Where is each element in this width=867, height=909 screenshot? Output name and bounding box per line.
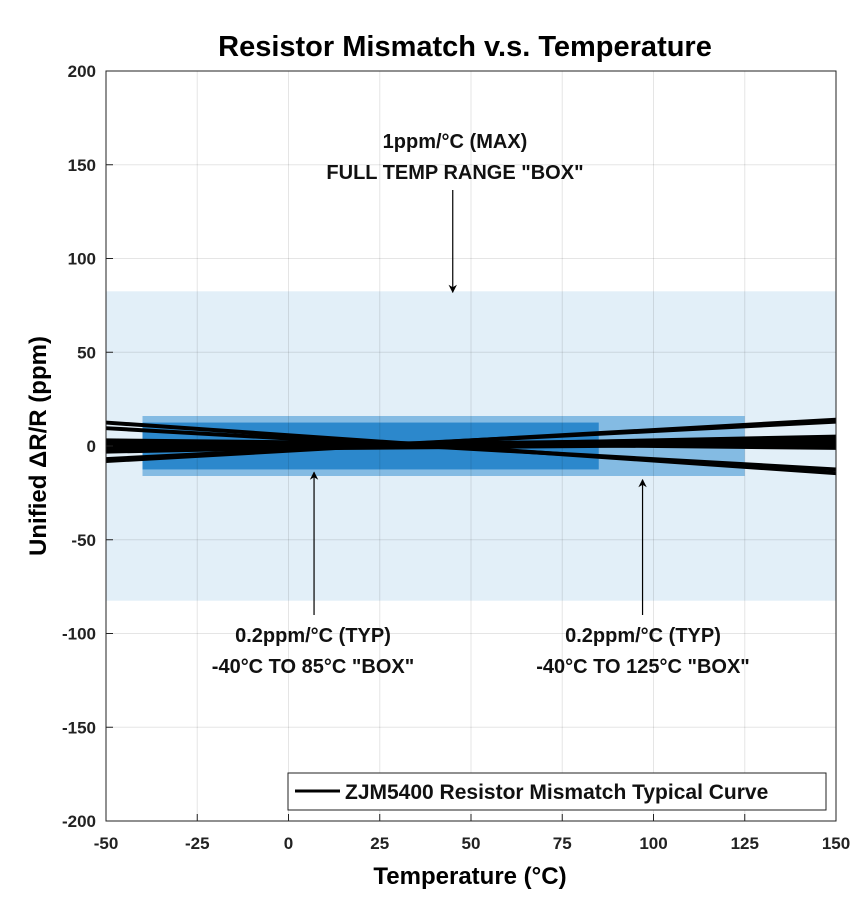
- x-tick-label: 50: [462, 834, 481, 853]
- y-tick-label: 0: [87, 437, 96, 456]
- series-line-10: [105, 442, 837, 452]
- y-tick-label: -50: [71, 531, 96, 550]
- x-tick-label: 75: [553, 834, 572, 853]
- x-tick-label: 25: [370, 834, 389, 853]
- annotation-text: -40°C TO 85°C "BOX": [212, 656, 414, 678]
- y-tick-label: 50: [77, 343, 96, 362]
- y-tick-label: 100: [68, 250, 96, 269]
- annotation-text: 1ppm/°C (MAX): [383, 131, 528, 153]
- x-tick-label: 100: [639, 834, 667, 853]
- y-tick-label: 150: [68, 156, 96, 175]
- y-axis-label: Unified ΔR/R (ppm): [25, 336, 52, 556]
- x-tick-label: 0: [284, 834, 293, 853]
- y-tick-label: -150: [62, 718, 96, 737]
- chart-title: Resistor Mismatch v.s. Temperature: [218, 31, 712, 63]
- x-tick-label: 125: [731, 834, 759, 853]
- annotation-text: 0.2ppm/°C (TYP): [235, 625, 391, 647]
- x-axis-label: Temperature (°C): [373, 863, 566, 890]
- x-tick-label: 150: [822, 834, 850, 853]
- annotation-text: -40°C TO 125°C "BOX": [536, 656, 750, 678]
- legend-label: ZJM5400 Resistor Mismatch Typical Curve: [345, 781, 768, 804]
- annotation-text: 0.2ppm/°C (TYP): [565, 625, 721, 647]
- y-tick-label: 200: [68, 62, 96, 81]
- annotation-text: FULL TEMP RANGE "BOX": [326, 162, 583, 184]
- x-tick-label: -50: [94, 834, 119, 853]
- legend-box: [287, 772, 827, 811]
- y-tick-label: -100: [62, 625, 96, 644]
- x-tick-label: -25: [185, 834, 210, 853]
- series-line-3: [105, 419, 837, 462]
- y-tick-label: -200: [62, 812, 96, 831]
